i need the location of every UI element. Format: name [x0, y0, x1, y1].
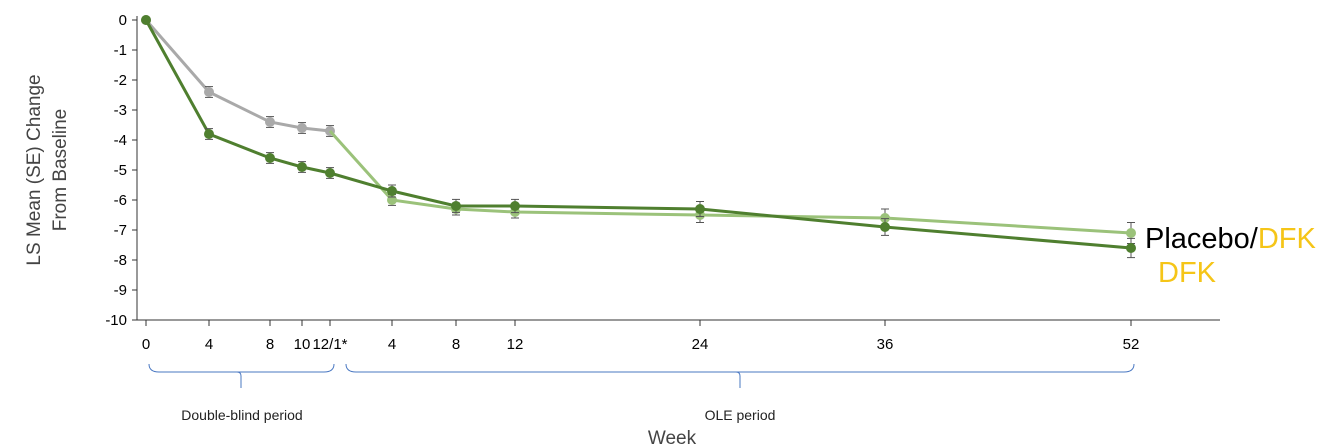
- series-line: [144, 19, 331, 133]
- x-tick-label: 24: [692, 336, 709, 353]
- y-axis-label-line1: LS Mean (SE) Change: [24, 74, 45, 265]
- y-tick-label: -2: [114, 72, 127, 89]
- series-2: [141, 15, 1136, 259]
- y-tick-label: -8: [114, 252, 127, 269]
- y-tick-label: 0: [119, 12, 127, 29]
- legend-text: DFK: [1258, 223, 1317, 255]
- x-tick-labels: 0 4 8 10 12/1* 4 8 12 24 36 52: [142, 336, 1140, 353]
- data-point: [695, 204, 705, 214]
- series-0: [141, 15, 335, 137]
- x-tick-label: 10: [294, 336, 311, 353]
- period-label: OLE period: [705, 407, 776, 423]
- data-point: [387, 186, 397, 196]
- period-bracket: [345, 363, 1135, 373]
- x-tick-label: 4: [388, 336, 396, 353]
- data-point: [1126, 243, 1136, 253]
- x-tick-label: 8: [266, 336, 274, 353]
- legend-text: DFK: [1158, 257, 1217, 289]
- y-tick-label: -10: [105, 312, 127, 329]
- data-point: [297, 162, 307, 172]
- series-lines: [141, 15, 1136, 259]
- data-point: [1126, 228, 1136, 238]
- y-tick-label: -7: [114, 222, 127, 239]
- data-point: [325, 168, 335, 178]
- period-brackets: Double-blind period OLE period: [148, 363, 1135, 423]
- period-bracket-tip: [735, 371, 741, 388]
- x-tick-label: 4: [205, 336, 213, 353]
- y-tick-label: -3: [114, 102, 127, 119]
- period-bracket-tip: [236, 371, 242, 388]
- data-point: [204, 129, 214, 139]
- data-point: [451, 201, 461, 211]
- y-tick-labels: 0 -1 -2 -3 -4 -5 -6 -7 -8 -9 -10: [105, 12, 127, 329]
- y-axis-label-line2: From Baseline: [50, 109, 71, 232]
- data-point: [510, 201, 520, 211]
- y-tick-label: -6: [114, 192, 127, 209]
- y-tick-label: -1: [114, 42, 127, 59]
- x-tick-label: 36: [877, 336, 894, 353]
- y-tick-label: -5: [114, 162, 127, 179]
- axes: [132, 16, 1220, 326]
- legend-text: Placebo/: [1145, 223, 1259, 255]
- series-1: [328, 129, 1136, 244]
- x-tick-label: 52: [1123, 336, 1140, 353]
- data-point: [141, 15, 151, 25]
- x-tick-label: 0: [142, 336, 150, 353]
- data-point: [297, 123, 307, 133]
- x-tick-label: 8: [452, 336, 460, 353]
- period-bracket: [148, 363, 335, 373]
- data-point: [880, 222, 890, 232]
- data-point: [880, 213, 890, 223]
- data-point: [204, 87, 214, 97]
- data-point: [265, 153, 275, 163]
- x-tick-label: 12: [507, 336, 524, 353]
- x-tick-label: 12/1*: [312, 336, 347, 353]
- data-point: [265, 117, 275, 127]
- y-tick-label: -4: [114, 132, 127, 149]
- x-axis-label: Week: [648, 428, 697, 445]
- legend-entry: DFK: [1158, 257, 1217, 289]
- series-line: [328, 129, 1132, 235]
- legend-entry: Placebo/DFK: [1145, 223, 1317, 255]
- period-label: Double-blind period: [181, 407, 302, 423]
- y-axis-label: LS Mean (SE) Change From Baseline: [24, 74, 71, 265]
- y-tick-label: -9: [114, 282, 127, 299]
